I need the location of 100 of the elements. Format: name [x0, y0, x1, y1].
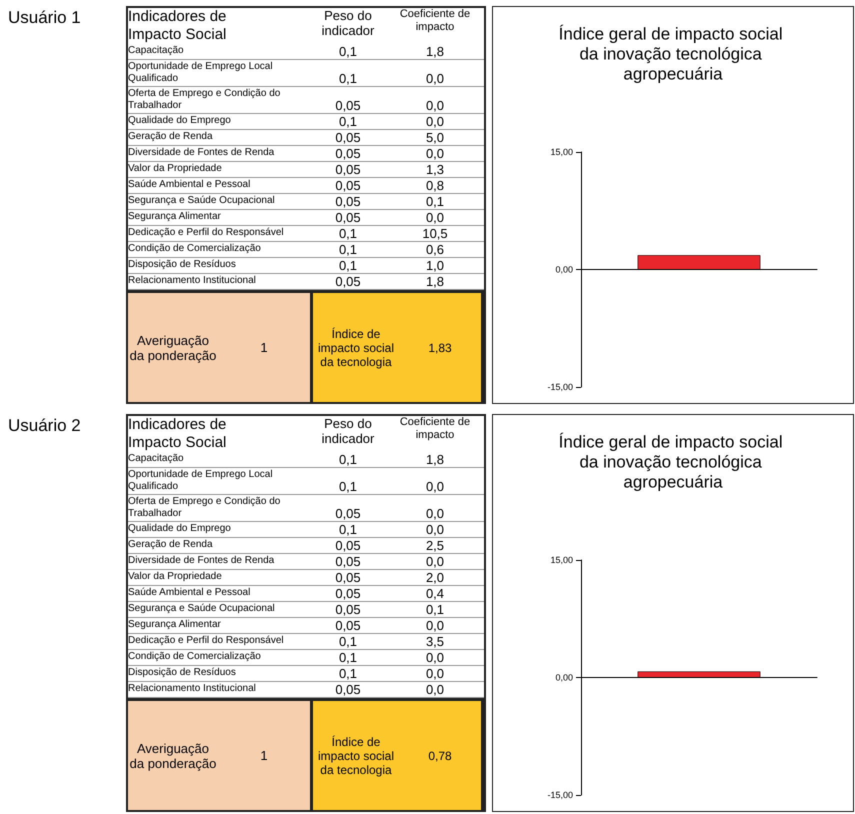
- text: 1,83: [427, 340, 453, 354]
- text: 0,0: [424, 650, 446, 666]
- text: Índice de impacto social da tecnologia: [316, 326, 396, 368]
- text: 0,1: [338, 258, 358, 274]
- chart-title: Índice geral de impacto social da inovação tecnológica agropecuária: [558, 24, 788, 84]
- text: Relacionamento Institucional: [128, 683, 257, 695]
- y-tick-label: 0,00: [555, 672, 573, 682]
- text: 0,1: [338, 242, 358, 258]
- text: Oportunidade de Emprego Local Qualificado: [128, 61, 274, 85]
- text: 0,8: [424, 178, 446, 194]
- text: 1,8: [424, 452, 446, 468]
- y-tick-label: -15,00: [547, 382, 573, 392]
- text: 0,0: [424, 97, 446, 114]
- text: 0,78: [427, 748, 453, 762]
- text: Peso do indicador: [320, 8, 376, 40]
- text: 0,1: [338, 452, 358, 468]
- text: 0,0: [424, 114, 446, 130]
- text: 0,05: [334, 210, 362, 226]
- text: Saúde Ambiental e Pessoal: [128, 179, 252, 191]
- text: 1: [259, 340, 269, 355]
- chart-title: Índice geral de impacto social da inovação tecnológica agropecuária: [558, 432, 788, 492]
- text: 0,1: [424, 194, 446, 210]
- text: 0,0: [424, 554, 446, 570]
- text: Qualidade do Emprego: [128, 115, 232, 127]
- text: Peso do indicador: [320, 416, 376, 448]
- text: Indicadores de Impacto Social: [128, 416, 228, 452]
- text: Diversidade de Fontes de Renda: [128, 555, 276, 567]
- text: Valor da Propriedade: [128, 571, 223, 583]
- text: 0,1: [338, 522, 358, 538]
- text: 0,0: [424, 210, 446, 226]
- text: 0,05: [334, 505, 362, 522]
- text: 0,05: [334, 194, 362, 210]
- text: Geração de Renda: [128, 539, 214, 551]
- text: Disposição de Resíduos: [128, 259, 237, 271]
- text: 0,0: [424, 682, 446, 698]
- text: Indicadores de Impacto Social: [128, 8, 228, 44]
- text: 0,05: [334, 554, 362, 570]
- text: 0,05: [334, 602, 362, 618]
- text: Segurança e Saúde Ocupacional: [128, 603, 276, 615]
- text: 5,0: [424, 130, 446, 146]
- text: Condição de Comercialização: [128, 243, 262, 255]
- text: 0,6: [424, 242, 446, 258]
- text: 0,1: [338, 650, 358, 666]
- text: 0,05: [334, 682, 362, 698]
- text: 1,8: [424, 274, 446, 290]
- text: 0,0: [424, 146, 446, 162]
- text: 0,1: [424, 602, 446, 618]
- text: Índice de impacto social da tecnologia: [316, 734, 396, 776]
- text: Segurança e Saúde Ocupacional: [128, 195, 276, 207]
- text: 1,3: [424, 162, 446, 178]
- text: Valor da Propriedade: [128, 163, 223, 175]
- text: 1,8: [424, 44, 446, 60]
- text: Coeficiente de impacto: [398, 416, 472, 443]
- text: Averiguação da ponderação: [128, 740, 218, 770]
- y-tick-label: 0,00: [555, 264, 573, 274]
- text: Capacitação: [128, 45, 185, 57]
- text: Diversidade de Fontes de Renda: [128, 147, 276, 159]
- text: Oferta de Emprego e Condição do Trabalhador: [128, 88, 282, 112]
- text: 0,05: [334, 538, 362, 554]
- text: Averiguação da ponderação: [128, 332, 218, 362]
- text: Relacionamento Institucional: [128, 275, 257, 287]
- text: 1,0: [424, 258, 446, 274]
- text: 0,05: [334, 178, 362, 194]
- text: 0,05: [334, 586, 362, 602]
- text: 10,5: [421, 226, 449, 242]
- text: Saúde Ambiental e Pessoal: [128, 587, 252, 599]
- text: Capacitação: [128, 453, 185, 465]
- y-tick-label: 15,00: [550, 147, 573, 157]
- text: 0,1: [338, 634, 358, 650]
- y-tick-label: 15,00: [550, 555, 573, 565]
- text: 0,05: [334, 570, 362, 586]
- text: 0,1: [338, 226, 358, 242]
- text: 3,5: [424, 634, 446, 650]
- text: 0,0: [424, 618, 446, 634]
- text: 2,0: [424, 570, 446, 586]
- text: Condição de Comercialização: [128, 651, 262, 663]
- text: 0,1: [338, 70, 358, 86]
- text: Usuário 2: [8, 415, 82, 437]
- text: 0,0: [424, 505, 446, 522]
- text: Segurança Alimentar: [128, 619, 222, 631]
- y-tick-label: -15,00: [547, 790, 573, 800]
- text: 0,1: [338, 44, 358, 60]
- text: 0,05: [334, 146, 362, 162]
- text: Oportunidade de Emprego Local Qualificado: [128, 469, 274, 493]
- text: Dedicação e Perfil do Responsável: [128, 227, 285, 239]
- text: 0,4: [424, 586, 446, 602]
- text: Usuário 1: [8, 7, 82, 29]
- text: 0,05: [334, 274, 362, 290]
- text: Coeficiente de impacto: [398, 8, 472, 35]
- text: Qualidade do Emprego: [128, 523, 232, 535]
- text: Dedicação e Perfil do Responsável: [128, 635, 285, 647]
- text: 0,05: [334, 130, 362, 146]
- text: 0,1: [338, 478, 358, 494]
- text: Disposição de Resíduos: [128, 667, 237, 679]
- text: 0,1: [338, 114, 358, 130]
- text: 0,05: [334, 97, 362, 114]
- text: 2,5: [424, 538, 446, 554]
- text: 0,0: [424, 666, 446, 682]
- text: 0,0: [424, 70, 446, 86]
- text: 1: [259, 748, 269, 763]
